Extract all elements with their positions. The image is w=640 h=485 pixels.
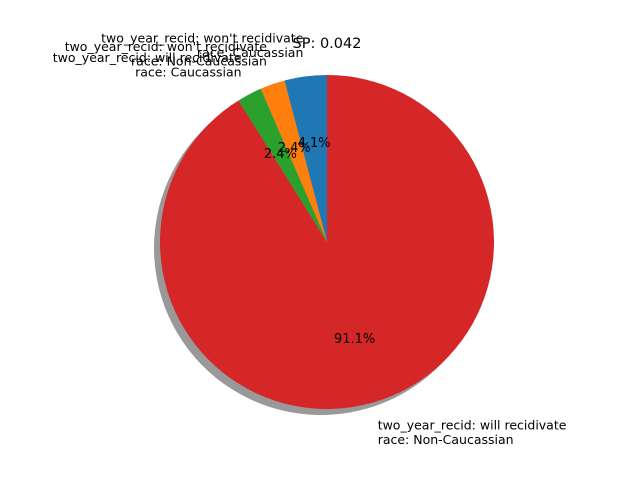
pie-slice-label-line: two_year_recid: will recidivate — [378, 418, 567, 433]
pie-slice-label: two_year_recid: won't recidivate race: No… — [65, 39, 268, 69]
pie-slice-label-line: two_year_recid: won't recidivate — [65, 39, 268, 54]
pie-percent-label: 2.4% — [278, 141, 311, 156]
pie-slice-label: two_year_recid: won't recidivate race: Ca… — [101, 30, 304, 60]
pie-slice-label-line: race: Caucassian — [197, 45, 303, 60]
chart-title: SP: 0.042 — [293, 36, 362, 52]
pie-slice-label-line: race: Non-Caucassian — [131, 53, 267, 68]
pie-slice-4 — [160, 75, 495, 409]
pie-percent-label: 4.1% — [298, 136, 331, 151]
pie-percent-label: 91.1% — [334, 332, 375, 347]
pie-label-layer: 4.1%two_year_recid: won't recidivate race… — [53, 30, 567, 447]
pie-slice-label-line: two_year_recid: will recidivate — [53, 50, 242, 65]
pie-wedge-layer — [160, 75, 495, 409]
pie-slice-1 — [284, 75, 327, 242]
pie-slice-label: two_year_recid: will recidivate race: Non… — [378, 418, 567, 448]
pie-slice-label-line: race: Caucassian — [135, 64, 241, 79]
pie-slice-label-line: race: Non-Caucassian — [378, 432, 514, 447]
pie-slice-2 — [260, 80, 327, 243]
pie-slice-label-line: two_year_recid: won't recidivate — [101, 30, 304, 45]
pie-percent-label: 2.4% — [264, 147, 297, 162]
pie-slice-label: two_year_recid: will recidivate race: Cau… — [53, 50, 242, 80]
pie-slice-3 — [238, 88, 327, 242]
